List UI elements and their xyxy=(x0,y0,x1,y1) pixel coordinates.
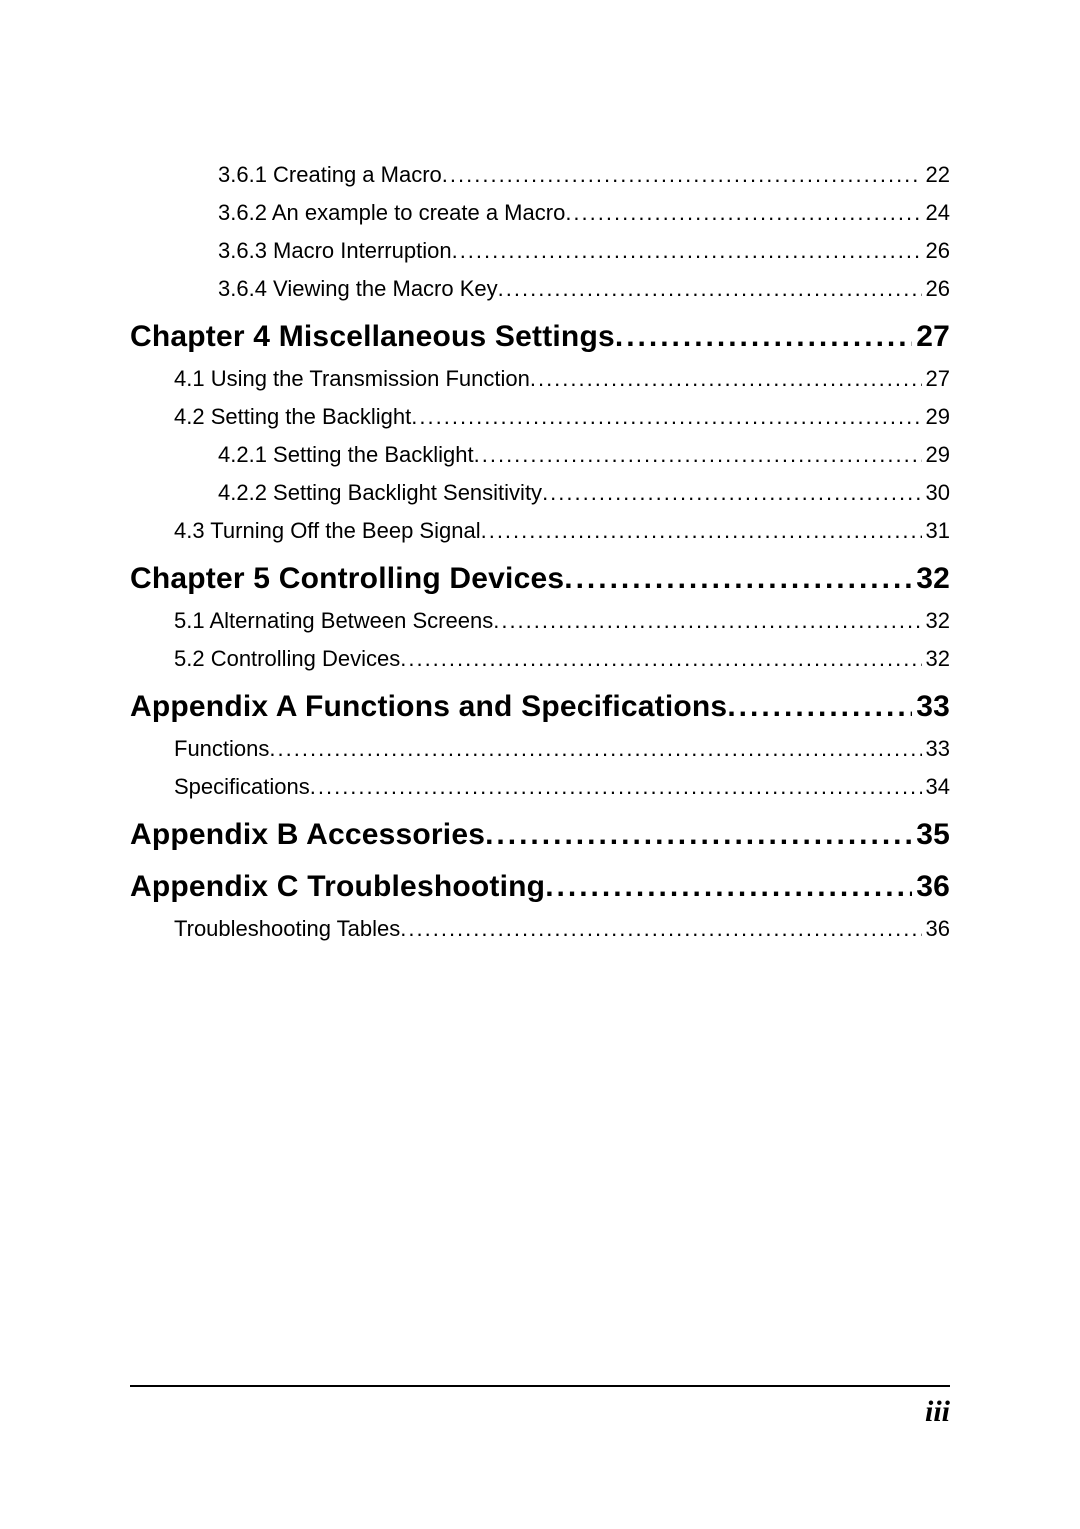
toc-entry-label: Appendix B Accessories xyxy=(130,818,485,852)
toc-leader-dots xyxy=(485,818,912,852)
page-number: iii xyxy=(130,1395,950,1429)
toc-entry: 3.6.4 Viewing the Macro Key 26 xyxy=(218,276,950,302)
toc-leader-dots xyxy=(493,608,921,634)
toc-entry: 4.2.1 Setting the Backlight 29 xyxy=(218,442,950,468)
toc-entry-page: 26 xyxy=(922,276,950,302)
toc-entry-label: 4.1 Using the Transmission Function xyxy=(174,366,530,392)
toc-entry-label: 4.2.2 Setting Backlight Sensitivity xyxy=(218,480,542,506)
toc-entry-label: Functions xyxy=(174,736,269,762)
toc-entry-page: 27 xyxy=(912,320,950,354)
toc-entry-page: 34 xyxy=(922,774,950,800)
toc-leader-dots xyxy=(411,404,921,430)
toc-entry: Chapter 4 Miscellaneous Settings 27 xyxy=(130,320,950,354)
toc-leader-dots xyxy=(400,916,921,942)
toc-entry: 4.2 Setting the Backlight 29 xyxy=(174,404,950,430)
toc-entry-page: 27 xyxy=(922,366,950,392)
toc-entry-label: Appendix A Functions and Specifications xyxy=(130,690,727,724)
toc-leader-dots xyxy=(727,690,912,724)
toc-entry: Troubleshooting Tables 36 xyxy=(174,916,950,942)
toc-leader-dots xyxy=(269,736,921,762)
toc-entry: 4.1 Using the Transmission Function 27 xyxy=(174,366,950,392)
toc-entry-page: 33 xyxy=(912,690,950,724)
toc-entry: 4.2.2 Setting Backlight Sensitivity 30 xyxy=(218,480,950,506)
toc-leader-dots xyxy=(565,200,921,226)
toc-leader-dots xyxy=(474,442,922,468)
toc-entry-label: 3.6.3 Macro Interruption xyxy=(218,238,452,264)
toc-entry: Appendix A Functions and Specifications 3… xyxy=(130,690,950,724)
toc-entry: Appendix B Accessories 35 xyxy=(130,818,950,852)
toc-entry-page: 32 xyxy=(912,562,950,596)
toc-leader-dots xyxy=(310,774,922,800)
toc-entry-page: 29 xyxy=(922,442,950,468)
toc-leader-dots xyxy=(615,320,912,354)
toc-entry: 5.1 Alternating Between Screens 32 xyxy=(174,608,950,634)
toc-entry-page: 22 xyxy=(922,162,950,188)
toc-entry: Appendix C Troubleshooting 36 xyxy=(130,870,950,904)
toc-entry-label: 5.1 Alternating Between Screens xyxy=(174,608,493,634)
toc-entry-page: 26 xyxy=(922,238,950,264)
toc-entry-page: 29 xyxy=(922,404,950,430)
toc-entry: Chapter 5 Controlling Devices 32 xyxy=(130,562,950,596)
toc-entry: 3.6.1 Creating a Macro 22 xyxy=(218,162,950,188)
toc-entry-page: 36 xyxy=(922,916,950,942)
footer-rule xyxy=(130,1385,950,1387)
toc-entry-label: Chapter 5 Controlling Devices xyxy=(130,562,564,596)
toc-entry-label: 4.2.1 Setting the Backlight xyxy=(218,442,474,468)
toc-entry: 5.2 Controlling Devices 32 xyxy=(174,646,950,672)
toc-entry-label: 3.6.2 An example to create a Macro xyxy=(218,200,565,226)
toc-entry-page: 36 xyxy=(912,870,950,904)
toc-leader-dots xyxy=(542,480,921,506)
toc-entry-label: Troubleshooting Tables xyxy=(174,916,400,942)
toc-leader-dots xyxy=(498,276,922,302)
toc-entry: 3.6.3 Macro Interruption 26 xyxy=(218,238,950,264)
toc-leader-dots xyxy=(530,366,922,392)
toc-entry-label: 3.6.1 Creating a Macro xyxy=(218,162,442,188)
toc-leader-dots xyxy=(545,870,912,904)
toc-entry: 3.6.2 An example to create a Macro 24 xyxy=(218,200,950,226)
toc-entry-page: 30 xyxy=(922,480,950,506)
toc-entry-label: 4.3 Turning Off the Beep Signal xyxy=(174,518,481,544)
toc-leader-dots xyxy=(564,562,912,596)
toc-entry-page: 31 xyxy=(922,518,950,544)
toc-leader-dots xyxy=(481,518,922,544)
page-footer: iii xyxy=(130,1385,950,1429)
toc-entry-label: 3.6.4 Viewing the Macro Key xyxy=(218,276,498,302)
toc-entry-label: Appendix C Troubleshooting xyxy=(130,870,545,904)
toc-entry-page: 24 xyxy=(922,200,950,226)
toc-entry: Specifications 34 xyxy=(174,774,950,800)
toc-entry-page: 32 xyxy=(922,608,950,634)
toc-leader-dots xyxy=(442,162,922,188)
toc-entry-label: Chapter 4 Miscellaneous Settings xyxy=(130,320,615,354)
toc-entry: Functions 33 xyxy=(174,736,950,762)
toc-entry-page: 32 xyxy=(922,646,950,672)
toc-leader-dots xyxy=(400,646,921,672)
toc-leader-dots xyxy=(452,238,922,264)
toc-entry-page: 35 xyxy=(912,818,950,852)
table-of-contents: 3.6.1 Creating a Macro 22 3.6.2 An example… xyxy=(130,162,950,942)
page-content: 3.6.1 Creating a Macro 22 3.6.2 An example… xyxy=(0,0,1080,942)
toc-entry-label: 4.2 Setting the Backlight xyxy=(174,404,411,430)
toc-entry-label: Specifications xyxy=(174,774,310,800)
toc-entry-label: 5.2 Controlling Devices xyxy=(174,646,400,672)
toc-entry-page: 33 xyxy=(922,736,950,762)
toc-entry: 4.3 Turning Off the Beep Signal 31 xyxy=(174,518,950,544)
